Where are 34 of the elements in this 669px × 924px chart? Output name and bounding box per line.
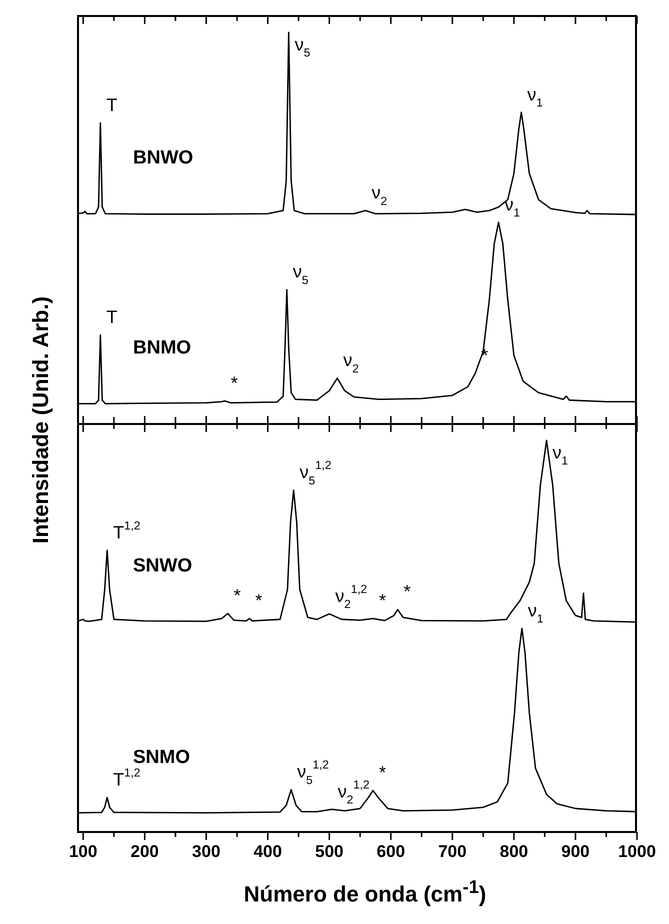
x-tick-label: 1000 — [618, 842, 656, 861]
annotation: * — [255, 590, 262, 611]
series-label: BNWO — [133, 148, 194, 169]
x-tick-label: 300 — [192, 842, 220, 861]
annotation: T — [106, 94, 118, 115]
x-tick-label: 500 — [315, 842, 344, 861]
annotation: * — [230, 372, 238, 393]
annotation: ν$_{1}$ — [552, 442, 568, 468]
annotation: T$^{1,2}$ — [113, 766, 140, 790]
annotation: ν$_{5}$ — [292, 262, 309, 287]
annotation: ν$_{1}$ — [528, 600, 544, 626]
annotation: T — [106, 307, 118, 328]
annotation: ν$_{1}$ — [527, 84, 543, 110]
annotation: T$^{1,2}$ — [113, 519, 140, 542]
x-tick-label: 800 — [500, 842, 528, 861]
annotation: ν$_{2}$ — [343, 350, 359, 376]
series-label: BNMO — [133, 338, 192, 359]
x-tick-label: 600 — [376, 842, 406, 861]
annotation: ν$_{5}$ — [294, 34, 311, 60]
annotation: ν$_{1}$ — [504, 194, 520, 220]
annotation: * — [234, 586, 241, 606]
y-axis-title: Intensidade (Unid. Arb.) — [28, 296, 54, 544]
x-tick-label: 700 — [438, 842, 467, 861]
text: SNMO — [133, 746, 190, 768]
annotation: ν$_{2}$ — [372, 182, 388, 208]
x-tick-label: 400 — [254, 842, 282, 861]
annotation: * — [404, 582, 411, 602]
x-tick-label: 200 — [130, 842, 159, 861]
annotation: * — [379, 762, 386, 782]
series-label: SNWO — [133, 555, 192, 576]
annotation: * — [379, 590, 386, 611]
x-tick-label: 900 — [561, 842, 590, 861]
x-tick-label: 100 — [68, 842, 98, 861]
x-axis-title: Número de onda (cm$^{-1}$) — [242, 876, 488, 908]
